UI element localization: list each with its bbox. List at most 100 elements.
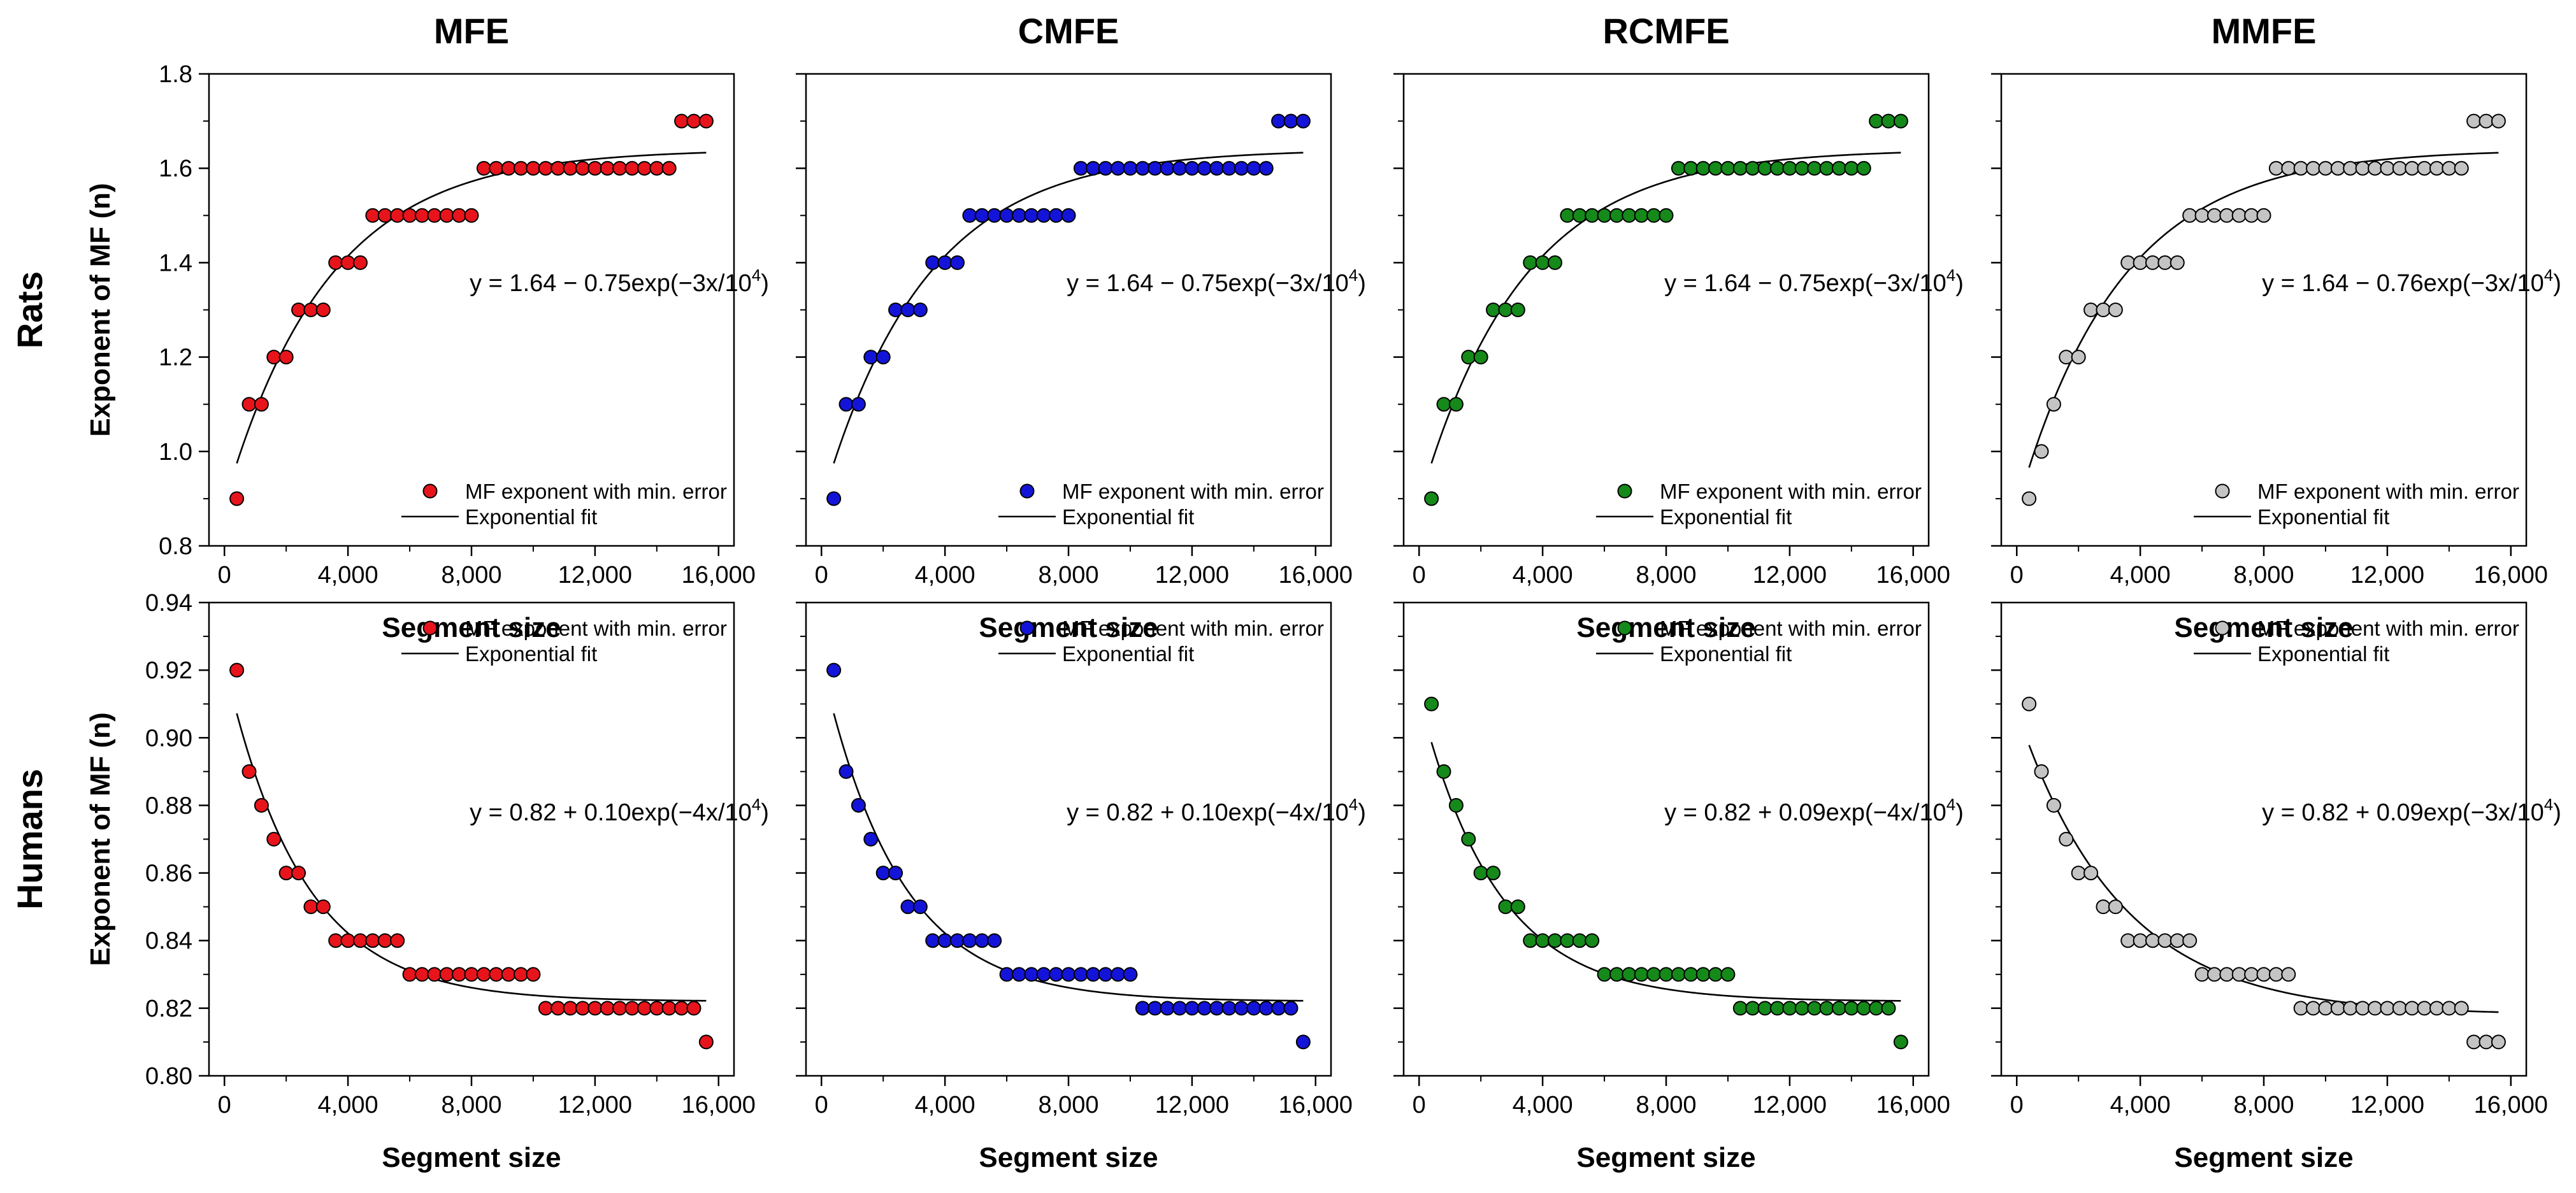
data-point [1646, 208, 1662, 223]
data-point [1708, 161, 1723, 176]
data-point [1271, 1001, 1286, 1016]
data-point [826, 662, 842, 678]
data-point [912, 303, 928, 317]
row-title-rats: Rats [10, 271, 50, 348]
data-point [1011, 967, 1026, 982]
legend-marker-label: MF exponent with min. error [2257, 617, 2519, 640]
y-tick-label: 0.92 [145, 657, 192, 684]
legend-marker-icon [1019, 483, 1035, 499]
x-tick-label: 0 [1413, 562, 1426, 589]
fit-equation-close: ) [761, 799, 769, 826]
x-tick-label: 8,000 [1636, 1092, 1696, 1118]
data-point [2244, 967, 2259, 982]
data-point [1535, 933, 1550, 948]
data-point [1024, 967, 1039, 982]
data-point [1510, 303, 1525, 317]
data-point [2367, 1001, 2382, 1016]
data-point [1061, 208, 1076, 223]
data-point [2206, 208, 2222, 223]
data-point [501, 967, 516, 982]
data-point [377, 208, 392, 223]
data-point [2194, 967, 2210, 982]
data-point [476, 161, 491, 176]
fit-equation-exponent: 4 [1946, 795, 1955, 814]
x-tick-label: 0 [218, 562, 231, 589]
data-point [2256, 967, 2271, 982]
data-point [1486, 303, 1501, 317]
data-point [698, 1034, 714, 1050]
x-tick-label: 4,000 [915, 562, 975, 589]
data-point [2343, 1001, 2358, 1016]
x-tick-label: 16,000 [682, 562, 756, 589]
x-tick-label: 0 [2010, 562, 2024, 589]
fit-equation-exponent: 4 [1946, 266, 1955, 285]
data-point [1172, 1001, 1187, 1016]
data-point [900, 899, 916, 915]
data-point [1148, 1001, 1163, 1016]
data-point [686, 113, 702, 129]
data-point [1073, 161, 1088, 176]
fit-equation-exponent: 4 [2544, 266, 2553, 285]
data-point [1769, 161, 1785, 176]
data-point [365, 933, 380, 948]
x-axis-label: Segment size [382, 1142, 561, 1173]
data-point [1184, 161, 1200, 176]
data-point [2355, 161, 2370, 176]
x-tick-label: 16,000 [1279, 1092, 1353, 1118]
column-title-cmfe: CMFE [1018, 11, 1119, 51]
legend-marker-icon [2215, 620, 2230, 636]
data-point [637, 1001, 652, 1016]
data-point [1535, 255, 1550, 270]
x-tick-label: 12,000 [2350, 1092, 2424, 1118]
legend-marker-label: MF exponent with min. error [465, 617, 727, 640]
column-title-rcmfe: RCMFE [1602, 11, 1729, 51]
data-point [1473, 866, 1488, 881]
data-point [439, 967, 454, 982]
legend-line-label: Exponential fit [465, 642, 597, 666]
x-tick-label: 12,000 [1753, 1092, 1827, 1118]
data-point [875, 866, 891, 881]
data-point [587, 1001, 603, 1016]
exponential-fit-line [236, 713, 707, 1002]
x-tick-label: 8,000 [1636, 562, 1696, 589]
y-tick-label: 0.80 [145, 1063, 192, 1090]
panels: 0 4,000 8,000 12,000 16,000 0.8 1.0 1.2 1.4 1.6 1.… [85, 61, 2561, 1173]
data-point [1098, 967, 1113, 982]
data-point [2318, 161, 2333, 176]
data-point [414, 967, 429, 982]
data-point [686, 1001, 702, 1016]
data-point [1695, 161, 1711, 176]
data-point [452, 967, 467, 982]
exponential-fit-line [833, 713, 1304, 1002]
data-point [254, 797, 269, 813]
data-point [2108, 303, 2123, 317]
data-point [2429, 161, 2444, 176]
legend-line-label: Exponential fit [1660, 505, 1792, 529]
data-point [1123, 967, 1138, 982]
column-title-mfe: MFE [434, 11, 509, 51]
x-tick-label: 12,000 [1155, 1092, 1229, 1118]
data-point [1209, 1001, 1225, 1016]
exponential-fit-line [833, 152, 1304, 464]
data-point [1436, 764, 1451, 779]
x-tick-label: 4,000 [2110, 562, 2171, 589]
data-point [2206, 967, 2222, 982]
data-point [1869, 113, 1884, 129]
data-point [464, 967, 479, 982]
data-point [1160, 161, 1175, 176]
data-point [1757, 161, 1773, 176]
x-tick-label: 4,000 [1513, 562, 1573, 589]
y-tick-label: 1.4 [159, 250, 192, 276]
y-tick-label: 1.0 [159, 439, 192, 466]
x-tick-label: 12,000 [558, 562, 632, 589]
data-point [2442, 161, 2457, 176]
data-point [514, 161, 529, 176]
data-point [2071, 350, 2086, 365]
legend-line-label: Exponential fit [2257, 642, 2389, 666]
data-point [1659, 208, 1674, 223]
data-point [925, 933, 940, 948]
data-point [1572, 208, 1587, 223]
column-title-mmfe: MMFE [2212, 11, 2317, 51]
fit-equation-close: ) [2553, 270, 2561, 297]
x-tick-label: 4,000 [2110, 1092, 2171, 1118]
